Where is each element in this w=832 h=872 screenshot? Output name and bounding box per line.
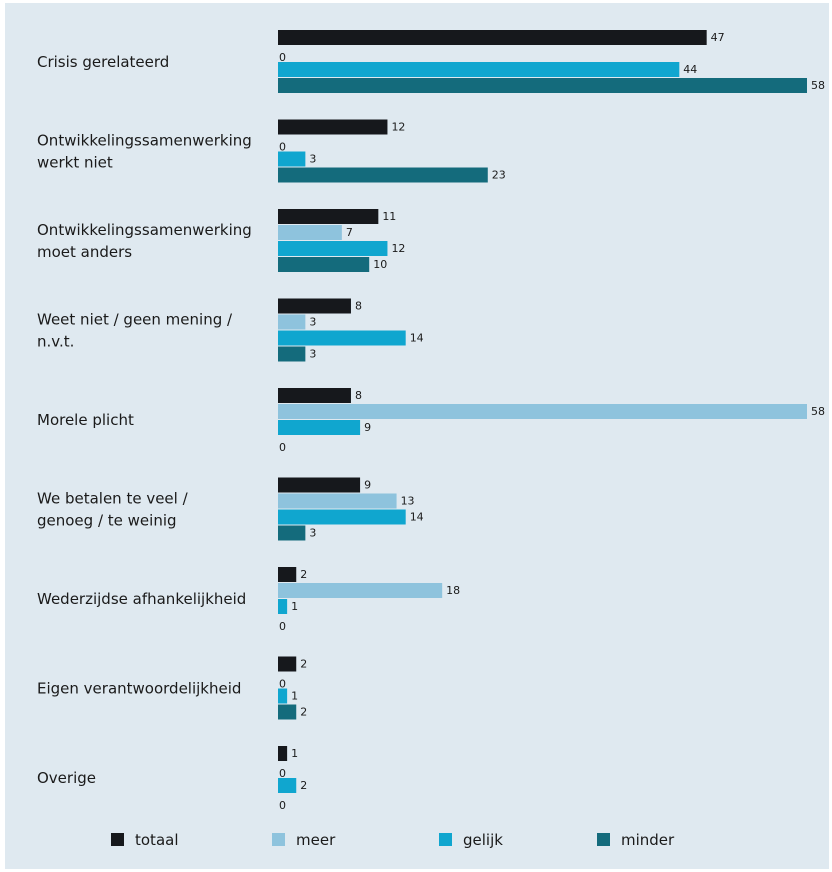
- category-label: Wederzijdse afhankelijkheid: [37, 590, 246, 608]
- bar-gelijk: [278, 420, 361, 435]
- bar-gelijk: [278, 688, 288, 704]
- legend-swatch-totaal: [111, 833, 124, 846]
- bar-totaal: [278, 119, 388, 135]
- bar-minder: [278, 78, 807, 93]
- legend-swatch-meer: [272, 833, 285, 846]
- bar-meer: [278, 404, 807, 419]
- bar-gelijk: [278, 778, 297, 793]
- value-label: 3: [309, 527, 316, 540]
- value-label: 1: [291, 690, 298, 703]
- value-label: 47: [711, 31, 725, 44]
- bar-totaal: [278, 209, 379, 224]
- value-label: 18: [446, 584, 460, 597]
- value-label: 3: [309, 153, 316, 166]
- value-label: 0: [279, 51, 286, 64]
- category-label: genoeg / te weinig: [37, 512, 177, 530]
- bar-totaal: [278, 388, 351, 403]
- value-label: 13: [401, 495, 415, 508]
- bar-gelijk: [278, 151, 306, 167]
- value-label: 3: [309, 316, 316, 329]
- value-label: 2: [300, 568, 307, 581]
- value-label: 23: [492, 169, 506, 182]
- value-label: 7: [346, 226, 353, 239]
- category-label: moet anders: [37, 243, 132, 261]
- bar-minder: [278, 704, 297, 720]
- value-label: 14: [410, 332, 424, 345]
- legend-label-minder: minder: [621, 831, 675, 849]
- bar-chart: Crisis gerelateerd 47 0 44 58 Ontwikkelingssa…: [37, 30, 825, 849]
- category-label: Ontwikkelingssamenwerking: [37, 221, 252, 239]
- value-label: 11: [382, 210, 396, 223]
- bar-meer: [278, 314, 306, 330]
- bar-totaal: [278, 746, 288, 761]
- value-label: 0: [279, 678, 286, 691]
- value-label: 1: [291, 747, 298, 760]
- legend-label-gelijk: gelijk: [463, 831, 503, 849]
- bar-totaal: [278, 477, 361, 493]
- category-label: Weet niet / geen mening /: [37, 311, 233, 329]
- value-label: 58: [811, 405, 825, 418]
- value-label: 10: [373, 258, 387, 271]
- category-label: Crisis gerelateerd: [37, 53, 169, 71]
- bar-minder: [278, 525, 306, 541]
- value-label: 58: [811, 79, 825, 92]
- bar-gelijk: [278, 599, 288, 614]
- bar-meer: [278, 493, 397, 509]
- value-label: 0: [279, 767, 286, 780]
- value-label: 14: [410, 511, 424, 524]
- value-label: 0: [279, 620, 286, 633]
- legend-label-meer: meer: [296, 831, 336, 849]
- chart-panel: Crisis gerelateerd 47 0 44 58 Ontwikkelingssa…: [5, 3, 829, 869]
- bar-gelijk: [278, 509, 406, 525]
- bar-totaal: [278, 30, 707, 45]
- bar-meer: [278, 225, 342, 240]
- value-label: 8: [355, 300, 362, 313]
- bar-minder: [278, 167, 488, 183]
- legend-swatch-minder: [597, 833, 610, 846]
- value-label: 12: [391, 121, 405, 134]
- legend-label-totaal: totaal: [135, 831, 179, 849]
- value-label: 0: [279, 799, 286, 812]
- value-label: 0: [279, 141, 286, 154]
- category-label: n.v.t.: [37, 333, 74, 351]
- bar-gelijk: [278, 330, 406, 346]
- category-label: Eigen verantwoordelijkheid: [37, 680, 241, 698]
- value-label: 9: [364, 479, 371, 492]
- bar-totaal: [278, 567, 297, 582]
- value-label: 1: [291, 600, 298, 613]
- value-label: 2: [300, 658, 307, 671]
- bar-meer: [278, 583, 443, 598]
- category-label: We betalen te veel /: [37, 490, 189, 508]
- value-label: 2: [300, 706, 307, 719]
- value-label: 0: [279, 441, 286, 454]
- category-label: Overige: [37, 769, 96, 787]
- bar-minder: [278, 346, 306, 362]
- legend-swatch-gelijk: [439, 833, 452, 846]
- category-label: werkt niet: [37, 154, 113, 172]
- bar-gelijk: [278, 241, 388, 256]
- bar-totaal: [278, 298, 351, 314]
- value-label: 44: [683, 63, 697, 76]
- value-label: 9: [364, 421, 371, 434]
- value-label: 2: [300, 779, 307, 792]
- bar-gelijk: [278, 62, 680, 77]
- bar-totaal: [278, 656, 297, 672]
- value-label: 3: [309, 348, 316, 361]
- category-label: Ontwikkelingssamenwerking: [37, 132, 252, 150]
- value-label: 8: [355, 389, 362, 402]
- category-label: Morele plicht: [37, 411, 134, 429]
- bar-minder: [278, 257, 370, 272]
- value-label: 12: [391, 242, 405, 255]
